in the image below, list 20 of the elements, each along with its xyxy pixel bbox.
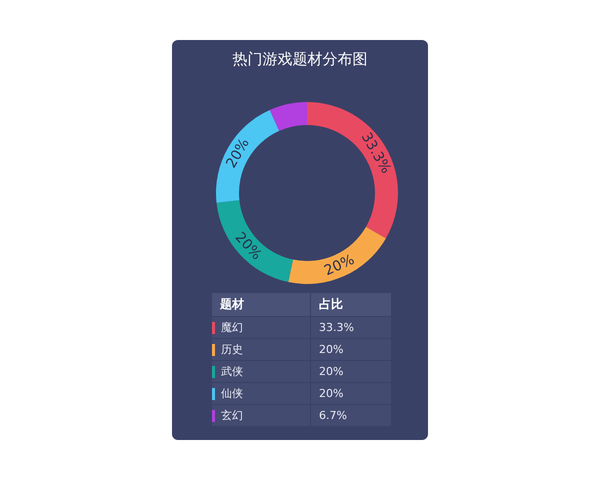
text: 20%	[319, 387, 344, 400]
data-label: 20%	[223, 136, 253, 171]
donut-slice	[270, 102, 307, 131]
donut-slice	[216, 110, 280, 203]
legend-label: 武侠	[221, 365, 243, 378]
text: 题材	[212, 293, 310, 316]
text: 20%	[319, 343, 344, 356]
donut-slice	[288, 226, 386, 284]
legend-label: 魔幻	[221, 321, 243, 334]
donut-slice	[307, 102, 398, 238]
legend-label: 玄幻	[221, 409, 243, 422]
data-label: 20%	[322, 252, 357, 280]
chart-title: 热门游戏题材分布图	[232, 50, 368, 69]
text: 占比	[318, 296, 344, 313]
text: 20%	[319, 365, 344, 378]
data-label: 6.7%	[318, 408, 348, 424]
legend-label: 仙侠	[221, 387, 243, 400]
donut-slice	[216, 200, 293, 282]
text: 33.3%	[319, 321, 354, 334]
legend-label: 历史	[221, 343, 243, 356]
